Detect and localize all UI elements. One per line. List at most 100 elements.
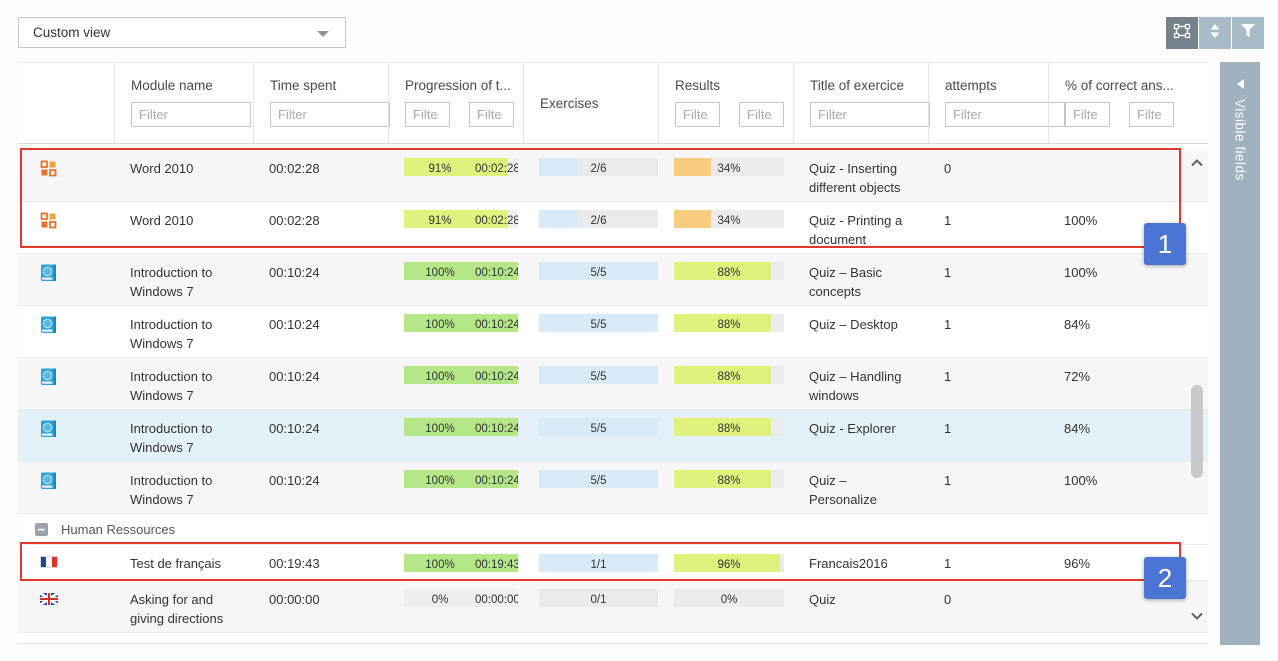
- filter-input[interactable]: [469, 102, 514, 127]
- results-value: 34%: [717, 163, 741, 175]
- progression-bar: 0% 00:00:00: [404, 589, 518, 607]
- module-icon-cell: [18, 202, 114, 253]
- time-spent-value: 00:19:43: [269, 556, 320, 571]
- table-row[interactable]: Introduction to Windows 7 00:10:24 100% 00:…: [18, 254, 1208, 306]
- chevron-down-icon[interactable]: [1189, 608, 1205, 624]
- windows7-icon: [40, 316, 57, 337]
- table-row[interactable]: Word 2010 00:02:28 91% 00:02:28 2/6 34% Quiz -…: [18, 150, 1208, 202]
- table-row[interactable]: Introduction to Windows 7 00:10:24 100% 00:…: [18, 462, 1208, 514]
- table-row[interactable]: Word 2010 00:02:28 91% 00:02:28 2/6 34% Quiz -…: [18, 202, 1208, 254]
- table-row[interactable]: Introduction to Windows 7 00:10:24 100% 00:…: [18, 306, 1208, 358]
- progression-bar: 100% 00:10:24: [404, 262, 518, 280]
- filter-input[interactable]: [1129, 102, 1174, 127]
- results-cell: 0%: [658, 581, 793, 632]
- exercises-bar-fill: [539, 210, 579, 228]
- progression-percent: 91%: [428, 215, 452, 227]
- module-name-cell: Test de français: [114, 545, 253, 580]
- column-filters: [131, 102, 253, 127]
- time-spent-cell: 00:10:24: [253, 462, 388, 513]
- results-cell: 88%: [658, 462, 793, 513]
- table-row[interactable]: Asking for and giving directions 00:00:00…: [18, 581, 1208, 633]
- results-value: 96%: [717, 559, 741, 571]
- exercises-bar: 2/6: [539, 210, 658, 228]
- visible-fields-panel-tab[interactable]: Visible fields: [1220, 62, 1260, 645]
- filter-input[interactable]: [270, 102, 390, 127]
- progression-bar: 100% 00:10:24: [404, 418, 518, 436]
- progression-percent: 100%: [425, 319, 455, 331]
- filter-button[interactable]: [1232, 17, 1264, 49]
- attempts-value: 1: [944, 265, 952, 280]
- progression-percent: 91%: [428, 163, 452, 175]
- module-icon-cell: [18, 545, 114, 580]
- results-bar-fill: [674, 158, 712, 176]
- table-row[interactable]: Introduction to Windows 7 00:10:24 100% 00:…: [18, 358, 1208, 410]
- column-filters: [675, 102, 793, 127]
- column-filters: [1065, 102, 1183, 127]
- attempts-cell: 1: [928, 545, 1048, 580]
- table-row[interactable]: Test de français 00:19:43 100% 00:19:43 1/1 9…: [18, 545, 1208, 581]
- exercise-title-cell: Quiz – Desktop: [793, 306, 928, 357]
- exercises-bar: 5/5: [539, 314, 658, 332]
- view-selector-value: Custom view: [33, 25, 111, 40]
- correct-answers-value: 96%: [1064, 556, 1091, 571]
- results-table: Module name Time spent Progression of t...…: [18, 62, 1208, 644]
- progression-bar-fill: [404, 210, 508, 228]
- filter-icon: [1240, 23, 1256, 43]
- group-header-row[interactable]: Human Ressources: [18, 514, 1208, 545]
- column-header-label: Results: [675, 78, 721, 93]
- results-bar: 88%: [674, 314, 784, 332]
- results-value: 88%: [717, 371, 741, 383]
- scrollbar-thumb[interactable]: [1191, 385, 1203, 478]
- filter-input[interactable]: [739, 102, 784, 127]
- exercises-value: 5/5: [590, 475, 607, 487]
- exercises-cell: 5/5: [523, 306, 658, 357]
- attempts-value: 1: [944, 317, 952, 332]
- exercises-bar: 0/1: [539, 589, 658, 607]
- filter-input[interactable]: [131, 102, 251, 127]
- word-2010-icon: [40, 160, 57, 180]
- attempts-value: 1: [944, 369, 952, 384]
- column-header-title-of-exercice: Title of exercice: [793, 63, 930, 143]
- module-name: Introduction to Windows 7: [130, 421, 213, 455]
- progression-bar: 91% 00:02:28: [404, 158, 518, 176]
- table-row[interactable]: Introduction to Windows 7 00:10:24 100% 00:…: [18, 410, 1208, 462]
- view-selector-dropdown[interactable]: Custom view: [18, 17, 346, 48]
- toolbar: [1166, 17, 1264, 49]
- time-spent-value: 00:10:24: [269, 317, 320, 332]
- progression-bar: 100% 00:19:43: [404, 554, 518, 572]
- exercise-title-cell: Quiz - Explorer: [793, 410, 928, 461]
- progression-time: 00:02:28: [475, 163, 518, 175]
- results-value: 88%: [717, 475, 741, 487]
- exercise-title: Quiz: [809, 592, 836, 607]
- exercises-cell: 5/5: [523, 462, 658, 513]
- progression-percent: 100%: [425, 559, 455, 571]
- module-name-cell: Introduction to Windows 7: [114, 410, 253, 461]
- column-header-attempts: attempts: [928, 63, 1065, 143]
- filter-input[interactable]: [945, 102, 1065, 127]
- progression-bar-fill: [404, 262, 518, 280]
- column-header-label: Exercises: [540, 95, 599, 111]
- flag-france-icon: [40, 556, 58, 571]
- filter-input[interactable]: [405, 102, 450, 127]
- exercises-value: 0/1: [590, 594, 607, 606]
- results-bar: 0%: [674, 589, 784, 607]
- filter-input[interactable]: [675, 102, 720, 127]
- column-filters: [270, 102, 390, 127]
- chevron-up-icon[interactable]: [1189, 155, 1205, 171]
- module-name-cell: Word 2010: [114, 202, 253, 253]
- exercises-cell: 5/5: [523, 254, 658, 305]
- filter-input[interactable]: [810, 102, 930, 127]
- sort-rows-button[interactable]: [1199, 17, 1231, 49]
- select-objects-button[interactable]: [1166, 17, 1198, 49]
- progression-percent: 100%: [425, 423, 455, 435]
- attempts-value: 1: [944, 473, 952, 488]
- progression-percent: 0%: [431, 594, 449, 606]
- collapse-minus-icon[interactable]: [35, 522, 48, 536]
- attempts-value: 1: [944, 213, 952, 228]
- results-bar: 88%: [674, 262, 784, 280]
- results-bar: 88%: [674, 418, 784, 436]
- correct-answers-cell: 100%: [1048, 462, 1183, 513]
- exercise-title-cell: Quiz - Inserting different objects: [793, 150, 928, 201]
- time-spent-value: 00:02:28: [269, 161, 320, 176]
- filter-input[interactable]: [1065, 102, 1110, 127]
